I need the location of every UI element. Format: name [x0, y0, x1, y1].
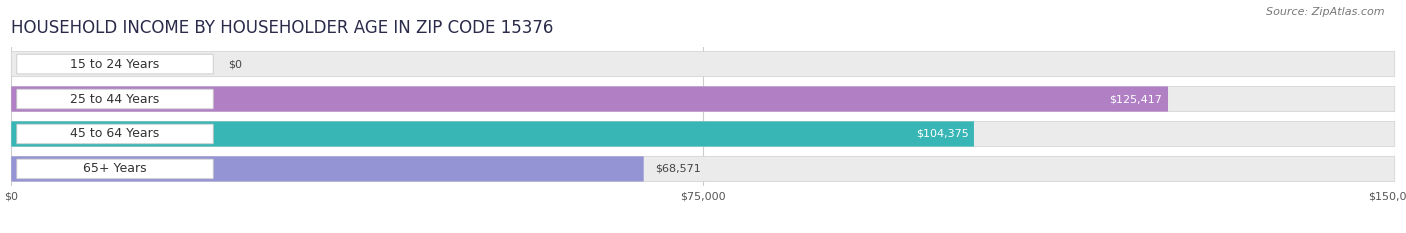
- FancyBboxPatch shape: [17, 89, 214, 109]
- FancyBboxPatch shape: [11, 156, 644, 182]
- Text: Source: ZipAtlas.com: Source: ZipAtlas.com: [1267, 7, 1385, 17]
- Text: 15 to 24 Years: 15 to 24 Years: [70, 58, 160, 71]
- FancyBboxPatch shape: [17, 159, 214, 179]
- Text: 45 to 64 Years: 45 to 64 Years: [70, 127, 160, 140]
- FancyBboxPatch shape: [17, 54, 214, 74]
- FancyBboxPatch shape: [17, 124, 214, 144]
- Text: 25 to 44 Years: 25 to 44 Years: [70, 93, 160, 106]
- FancyBboxPatch shape: [11, 121, 974, 147]
- Text: $104,375: $104,375: [915, 129, 969, 139]
- FancyBboxPatch shape: [11, 121, 1395, 147]
- Text: HOUSEHOLD INCOME BY HOUSEHOLDER AGE IN ZIP CODE 15376: HOUSEHOLD INCOME BY HOUSEHOLDER AGE IN Z…: [11, 19, 554, 37]
- FancyBboxPatch shape: [11, 51, 1395, 77]
- Text: $125,417: $125,417: [1109, 94, 1163, 104]
- Text: 65+ Years: 65+ Years: [83, 162, 146, 175]
- FancyBboxPatch shape: [11, 86, 1395, 112]
- FancyBboxPatch shape: [11, 156, 1395, 182]
- Text: $0: $0: [228, 59, 242, 69]
- Text: $68,571: $68,571: [655, 164, 700, 174]
- FancyBboxPatch shape: [11, 86, 1168, 112]
